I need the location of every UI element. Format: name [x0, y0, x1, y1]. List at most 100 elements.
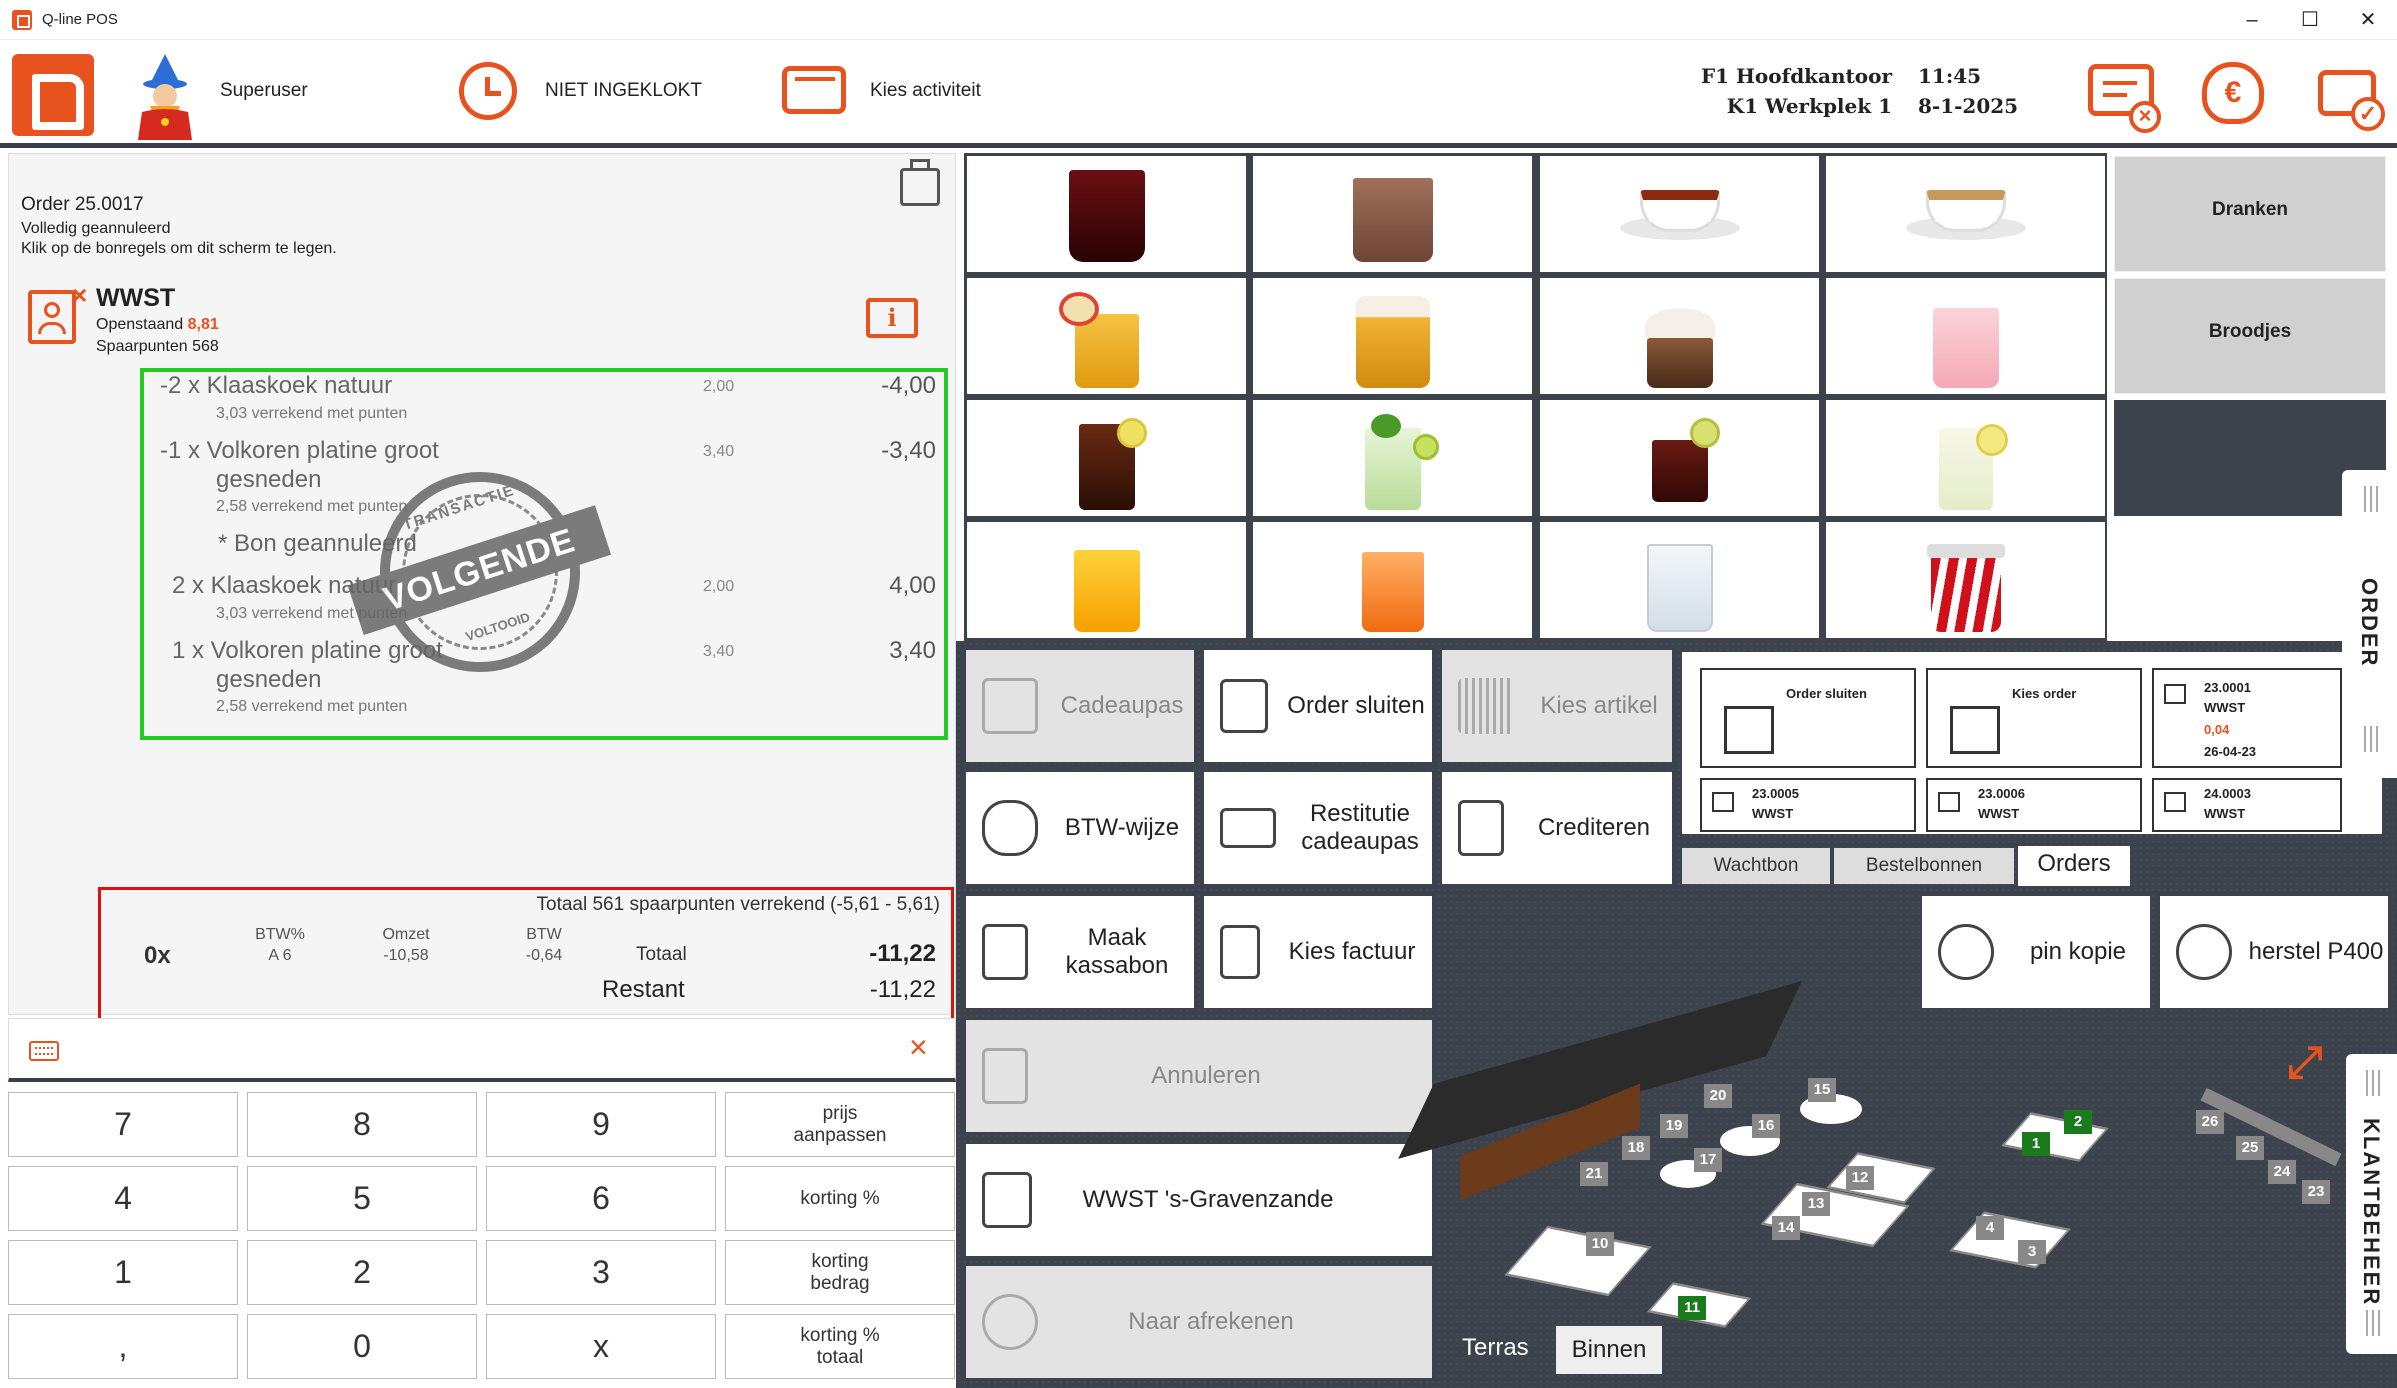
- table-number[interactable]: 15: [1808, 1078, 1836, 1102]
- make-receipt-button[interactable]: Maak kassabon: [964, 894, 1196, 1010]
- clear-input-icon[interactable]: ×: [909, 1029, 928, 1065]
- tab-wachtbon[interactable]: Wachtbon: [1682, 848, 1830, 884]
- key-5[interactable]: 5: [247, 1166, 477, 1231]
- product-orange-juice[interactable]: [967, 522, 1246, 638]
- register-check-icon[interactable]: ✓: [2318, 70, 2385, 131]
- product-hot-chocolate[interactable]: [1540, 278, 1819, 394]
- key-1[interactable]: 1: [8, 1240, 238, 1305]
- product-rum-cola[interactable]: [1540, 400, 1819, 516]
- discount-total-button[interactable]: korting % totaal: [725, 1314, 955, 1379]
- floor-tab-binnen[interactable]: Binnen: [1556, 1326, 1662, 1374]
- discount-percent-button[interactable]: korting %: [725, 1166, 955, 1231]
- discount-amount-button[interactable]: korting bedrag: [725, 1240, 955, 1305]
- key-2[interactable]: 2: [247, 1240, 477, 1305]
- tab-orders[interactable]: Orders: [2018, 846, 2130, 886]
- table-number-occupied[interactable]: 11: [1678, 1296, 1706, 1320]
- category-dranken[interactable]: Dranken: [2114, 156, 2386, 272]
- product-mojito[interactable]: [1253, 400, 1532, 516]
- order-card[interactable]: 23.0006 WWST: [1926, 778, 2142, 832]
- product-lemonade[interactable]: [1826, 400, 2105, 516]
- clock-status[interactable]: NIET INGEKLOKT: [545, 80, 702, 101]
- table-number[interactable]: 26: [2196, 1110, 2224, 1134]
- table-number-occupied[interactable]: 1: [2022, 1132, 2050, 1156]
- table-number[interactable]: 18: [1622, 1136, 1650, 1160]
- pin-copy-button[interactable]: pin kopie: [1920, 894, 2152, 1010]
- choose-invoice-button[interactable]: Kies factuur: [1202, 894, 1434, 1010]
- tab-bestelbonnen[interactable]: Bestelbonnen: [1834, 848, 2014, 884]
- table-number[interactable]: 10: [1586, 1232, 1614, 1256]
- table-number[interactable]: 19: [1660, 1114, 1688, 1138]
- table-number[interactable]: 16: [1752, 1114, 1780, 1138]
- floor-tab-terras[interactable]: Terras: [1462, 1334, 1529, 1361]
- product-water[interactable]: [1540, 522, 1819, 638]
- keyboard-icon[interactable]: [29, 1041, 59, 1061]
- table-number[interactable]: 3: [2018, 1240, 2046, 1264]
- order-card[interactable]: 23.0005 WWST: [1700, 778, 1916, 832]
- product-chocolate-milk[interactable]: [1253, 156, 1532, 272]
- qline-logo-icon[interactable]: [12, 54, 94, 136]
- product-strawberry-milkshake[interactable]: [1826, 278, 2105, 394]
- key-0[interactable]: 0: [247, 1314, 477, 1379]
- order-line-text[interactable]: 1 x Volkoren platine groot: [172, 637, 443, 664]
- checkout-button[interactable]: Naar afrekenen: [964, 1264, 1434, 1380]
- customer-card-icon[interactable]: ×: [28, 280, 87, 344]
- table-number[interactable]: 17: [1694, 1148, 1722, 1172]
- product-soda-cup[interactable]: [1826, 522, 2105, 638]
- close-window-icon[interactable]: ✕: [2359, 9, 2377, 31]
- product-beer[interactable]: [1253, 278, 1532, 394]
- price-adjust-button[interactable]: prijs aanpassen: [725, 1092, 955, 1157]
- info-message-icon[interactable]: i: [866, 298, 918, 338]
- numeric-input-field[interactable]: ×: [8, 1018, 956, 1082]
- money-bag-icon[interactable]: €: [2202, 62, 2264, 124]
- key-4[interactable]: 4: [8, 1166, 238, 1231]
- product-iced-cola[interactable]: [967, 400, 1246, 516]
- customer-management-side-tab[interactable]: KLANTBEHEER: [2346, 1054, 2397, 1354]
- key-3[interactable]: 3: [486, 1240, 716, 1305]
- product-apple-juice[interactable]: [967, 278, 1246, 394]
- key-6[interactable]: 6: [486, 1166, 716, 1231]
- key-9[interactable]: 9: [486, 1092, 716, 1157]
- clock-icon[interactable]: [459, 62, 517, 120]
- order-line-text[interactable]: -2 x Klaaskoek natuur: [160, 372, 393, 399]
- table-number[interactable]: 14: [1772, 1216, 1800, 1240]
- minimize-icon[interactable]: –: [2246, 9, 2258, 31]
- choose-article-button[interactable]: Kies artikel: [1440, 648, 1674, 764]
- restore-p400-button[interactable]: herstel P400: [2158, 894, 2390, 1010]
- credit-button[interactable]: Crediteren: [1440, 770, 1674, 886]
- close-order-card[interactable]: Order sluiten: [1700, 668, 1916, 768]
- message-cancel-icon[interactable]: ×: [2088, 64, 2161, 133]
- table-number[interactable]: 4: [1976, 1216, 2004, 1240]
- activity-label[interactable]: Kies activiteit: [870, 80, 981, 101]
- table-number-occupied[interactable]: 2: [2064, 1110, 2092, 1134]
- order-card[interactable]: 23.0001 WWST 0,04 26-04-23: [2152, 668, 2342, 768]
- refund-gift-card-button[interactable]: Restitutie cadeaupas: [1202, 770, 1434, 886]
- category-broodjes[interactable]: Broodjes: [2114, 278, 2386, 394]
- order-line-text[interactable]: * Bon geannuleerd: [218, 530, 417, 557]
- table-number[interactable]: 24: [2268, 1160, 2296, 1184]
- key-comma[interactable]: ,: [8, 1314, 238, 1379]
- activity-icon[interactable]: [782, 66, 846, 114]
- table-number[interactable]: 12: [1846, 1166, 1874, 1190]
- order-line-text[interactable]: -1 x Volkoren platine groot: [160, 437, 439, 464]
- table-number[interactable]: 21: [1580, 1162, 1608, 1186]
- choose-order-card[interactable]: Kies order: [1926, 668, 2142, 768]
- vat-mode-button[interactable]: BTW-wijze: [964, 770, 1196, 886]
- gift-card-button[interactable]: Cadeaupas: [964, 648, 1196, 764]
- key-multiply[interactable]: x: [486, 1314, 716, 1379]
- order-card[interactable]: 24.0003 WWST: [2152, 778, 2342, 832]
- product-tea[interactable]: [1540, 156, 1819, 272]
- printer-icon[interactable]: [900, 159, 940, 206]
- customer-button[interactable]: WWST 's-Gravenzande: [964, 1142, 1434, 1258]
- table-number[interactable]: 13: [1802, 1192, 1830, 1216]
- table-number[interactable]: 25: [2236, 1136, 2264, 1160]
- key-8[interactable]: 8: [247, 1092, 477, 1157]
- table-number[interactable]: 20: [1704, 1084, 1732, 1108]
- order-side-tab[interactable]: ORDER: [2342, 470, 2397, 778]
- table-number[interactable]: 23: [2302, 1180, 2330, 1204]
- product-iced-orange[interactable]: [1253, 522, 1532, 638]
- product-cola[interactable]: [967, 156, 1246, 272]
- user-name[interactable]: Superuser: [220, 80, 308, 101]
- maximize-icon[interactable]: ☐: [2301, 9, 2319, 31]
- expand-icon[interactable]: ⤢: [2287, 1038, 2323, 1087]
- close-order-button[interactable]: Order sluiten: [1202, 648, 1434, 764]
